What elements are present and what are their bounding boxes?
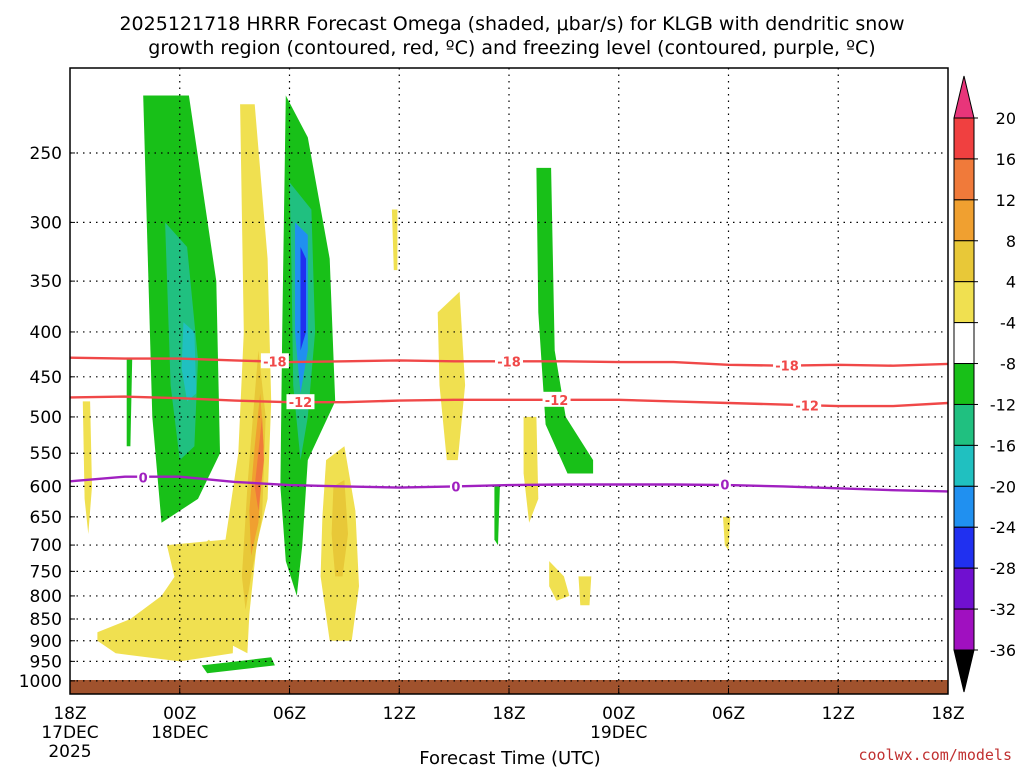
colorbar-label: -32 (990, 600, 1016, 619)
y-tick-label: 350 (30, 272, 62, 292)
colorbar-bin (954, 486, 974, 527)
y-tick-label: 250 (30, 144, 62, 164)
x-tick-date: 19DEC (590, 723, 647, 743)
contour-label-dgz-minus12: -12 (795, 399, 819, 414)
y-tick-label: 600 (30, 477, 62, 497)
colorbar-bin (954, 568, 974, 609)
colorbar-bin (954, 241, 974, 282)
x-tick-label: 06Z (712, 704, 745, 724)
colorbar-label: -16 (990, 436, 1016, 455)
y-tick-label: 450 (30, 368, 62, 388)
x-tick-label: 12Z (822, 704, 855, 724)
colorbar-label: -36 (990, 641, 1016, 660)
y-tick-label: 550 (30, 444, 62, 464)
x-tick-label: 18Z (53, 704, 86, 724)
contour-label-freezing-level-0C: 0 (720, 478, 729, 493)
colorbar-bottom-arrow (954, 650, 974, 692)
footer-credit: coolwx.com/models (858, 746, 1012, 764)
y-tick-label: 900 (30, 632, 62, 652)
colorbar-label: 4 (1006, 273, 1016, 292)
x-tick-label: 18Z (931, 704, 964, 724)
contour-label-dgz-minus18: -18 (775, 360, 799, 375)
contour-label-freezing-level-0C: 0 (139, 471, 148, 486)
omega-time-height-chart: 2025121718 HRRR Forecast Omega (shaded, … (0, 0, 1024, 768)
x-tick-date: 18DEC (151, 723, 208, 743)
colorbar-label: 16 (996, 150, 1016, 169)
y-tick-label: 300 (30, 213, 62, 233)
colorbar-label: -28 (990, 559, 1016, 578)
colorbar-bin (954, 364, 974, 405)
colorbar-bin (954, 200, 974, 241)
colorbar-label: -4 (1000, 314, 1016, 333)
colorbar-label: -12 (990, 395, 1016, 414)
colorbar-bin (954, 323, 974, 364)
x-tick-year: 2025 (48, 742, 91, 762)
y-tick-label: 750 (30, 562, 62, 582)
x-tick-label: 18Z (492, 704, 525, 724)
y-tick-label: 500 (30, 408, 62, 428)
x-tick-label: 00Z (163, 704, 196, 724)
y-tick-label: 1000 (19, 672, 62, 692)
colorbar-bin (954, 282, 974, 323)
contour-label-dgz-minus12: -12 (289, 396, 313, 411)
y-tick-label: 800 (30, 587, 62, 607)
x-axis-label: Forecast Time (UTC) (419, 748, 600, 768)
colorbar-label: -20 (990, 477, 1016, 496)
y-tick-label: 950 (30, 652, 62, 672)
colorbar-bin (954, 404, 974, 445)
contour-label-dgz-minus18: -18 (497, 355, 521, 370)
y-tick-label: 850 (30, 610, 62, 630)
shade-descent-band-8 (579, 576, 592, 605)
y-axis: 2503003504004505005506006507007508008509… (19, 144, 75, 692)
contour-label-dgz-minus12: -12 (545, 394, 569, 409)
colorbar-bin (954, 609, 974, 650)
x-tick-date: 17DEC (41, 723, 98, 743)
contour-label-dgz-minus18: -18 (263, 355, 287, 370)
colorbar-bin (954, 159, 974, 200)
colorbar-top-arrow (954, 76, 974, 118)
colorbar-label: -8 (1000, 355, 1016, 374)
x-tick-label: 00Z (602, 704, 635, 724)
contour-label-freezing-level-0C: 0 (451, 480, 460, 495)
x-tick-label: 06Z (273, 704, 306, 724)
chart-title-line1: 2025121718 HRRR Forecast Omega (shaded, … (119, 13, 904, 35)
y-tick-label: 650 (30, 508, 62, 528)
colorbar-bin (954, 118, 974, 159)
colorbar-label: 12 (996, 191, 1016, 210)
colorbar-label: -24 (990, 518, 1016, 537)
y-tick-label: 400 (30, 323, 62, 343)
x-tick-label: 12Z (383, 704, 416, 724)
colorbar: 20 16 12 8 4 -4 -8 -12 -16 -20 -24 -28 -32 -36 (954, 76, 1016, 692)
colorbar-bin (954, 527, 974, 568)
colorbar-bin (954, 445, 974, 486)
y-tick-label: 700 (30, 536, 62, 556)
colorbar-label: 20 (996, 109, 1016, 128)
colorbar-label: 8 (1006, 232, 1016, 251)
chart-title-line2: growth region (contoured, red, ºC) and f… (148, 37, 875, 59)
